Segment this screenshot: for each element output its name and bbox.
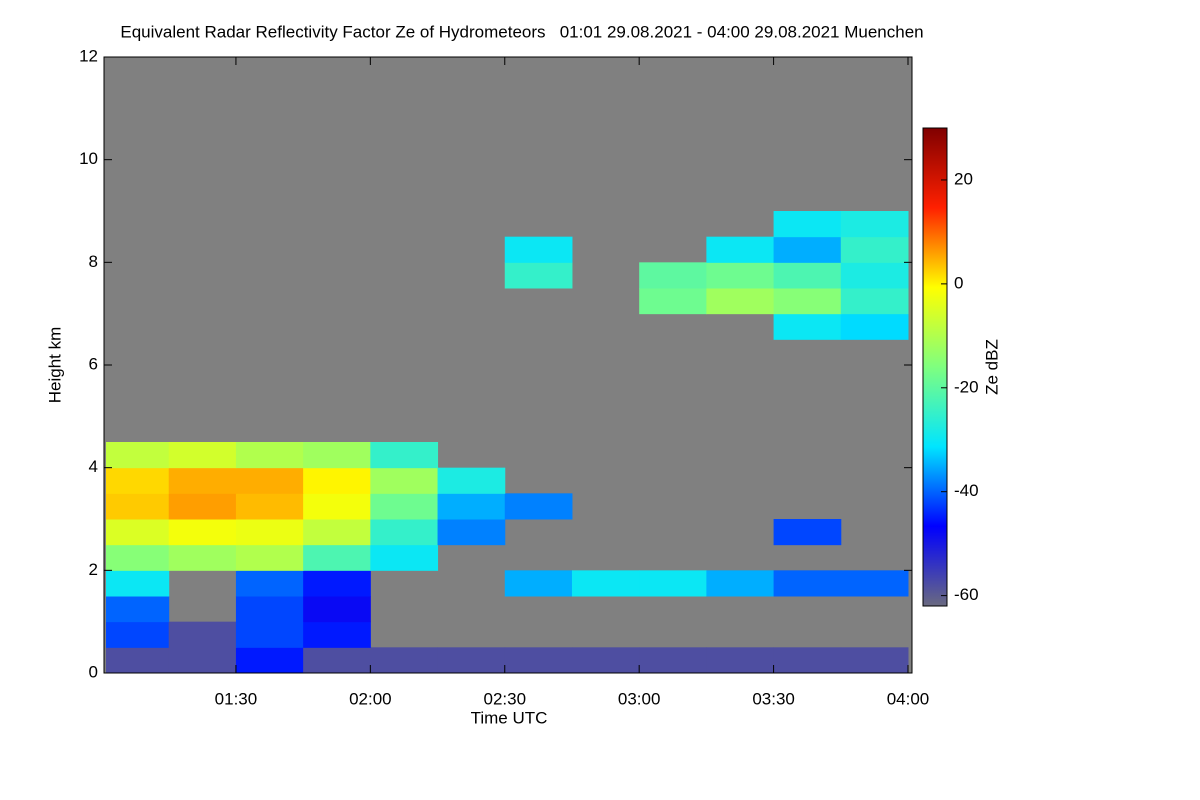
heat-cell [168, 544, 237, 571]
x-tick-label: 02:00 [349, 689, 392, 708]
heat-cell [437, 467, 506, 494]
heat-cell [106, 544, 170, 571]
x-tick-label: 03:30 [752, 689, 795, 708]
heat-cell [303, 570, 371, 597]
y-tick-label: 0 [89, 662, 98, 681]
heat-cell [106, 570, 170, 597]
heat-cell [303, 596, 371, 623]
heat-cell [168, 467, 237, 494]
heat-cell [106, 442, 170, 469]
heat-cell [370, 544, 439, 571]
colorbar-tick-label: -20 [954, 377, 979, 396]
colorbar-tick-label: 20 [954, 169, 973, 188]
x-tick-label: 01:30 [215, 689, 258, 708]
colorbar [922, 127, 948, 607]
heat-cell [840, 570, 909, 597]
y-tick-label: 4 [89, 457, 98, 476]
heat-cell [504, 236, 573, 263]
heat-cell [235, 544, 304, 571]
y-tick-label: 2 [89, 560, 98, 579]
heat-cell [571, 570, 640, 597]
heat-cell [106, 467, 170, 494]
heat-cell [106, 519, 170, 546]
heat-cell [303, 442, 371, 469]
heat-cell [235, 519, 304, 546]
heat-cell [437, 519, 506, 546]
heat-cell [504, 570, 573, 597]
colorbar-tick-label: 0 [954, 273, 963, 292]
colorbar-tick-label: -60 [954, 585, 979, 604]
heat-cell [840, 647, 909, 674]
heat-cell [235, 493, 304, 520]
x-tick-label: 04:00 [887, 689, 930, 708]
heat-cell [235, 442, 304, 469]
x-tick-label: 03:00 [618, 689, 661, 708]
heat-cell [370, 442, 439, 469]
y-tick-label: 6 [89, 354, 98, 373]
heat-cell [370, 519, 439, 546]
heat-cell [303, 544, 371, 571]
heat-cell [639, 288, 707, 315]
heat-cell [168, 493, 237, 520]
heat-cell [235, 467, 304, 494]
heat-cell [706, 570, 775, 597]
heat-cell [303, 621, 371, 648]
heat-cell [303, 519, 371, 546]
heat-cell [773, 313, 842, 340]
y-axis-title: Height km [45, 327, 64, 404]
heat-cell [504, 262, 573, 289]
x-tick-label: 02:30 [483, 689, 526, 708]
x-axis-title: Time UTC [471, 708, 548, 727]
y-tick-label: 10 [79, 149, 98, 168]
heat-cell [840, 262, 909, 289]
heat-cell [168, 647, 237, 674]
heat-cell [773, 570, 842, 597]
heat-cell [706, 236, 775, 263]
heat-cell [840, 211, 909, 238]
heat-cell [504, 493, 573, 520]
heat-cell [706, 262, 775, 289]
heat-cell [106, 621, 170, 648]
heat-cell [840, 313, 909, 340]
y-tick-label: 12 [79, 46, 98, 65]
heat-cell [303, 647, 371, 674]
heat-cell [370, 647, 439, 674]
heat-cell [773, 519, 842, 546]
heat-cell [303, 467, 371, 494]
heat-cell [168, 442, 237, 469]
heat-cell [571, 647, 640, 674]
heat-cell [773, 288, 842, 315]
heat-cell [235, 570, 304, 597]
y-tick-label: 8 [89, 252, 98, 271]
heat-cell [773, 211, 842, 238]
heat-cell [106, 596, 170, 623]
heat-cell [639, 647, 707, 674]
heat-cell [235, 596, 304, 623]
heat-cell [106, 647, 170, 674]
heat-cell [639, 262, 707, 289]
heat-cell [840, 236, 909, 263]
heat-cell [235, 621, 304, 648]
heat-cell [168, 621, 237, 648]
heat-cell [706, 647, 775, 674]
heat-cell [773, 262, 842, 289]
heat-cell [840, 288, 909, 315]
heat-cell [370, 467, 439, 494]
heat-cell [303, 493, 371, 520]
colorbar-title: Ze dBZ [982, 339, 1001, 395]
heat-cell [106, 493, 170, 520]
colorbar-tick-label: -40 [954, 481, 979, 500]
heat-cell [235, 647, 304, 674]
heat-cell [773, 647, 842, 674]
heat-cell [168, 519, 237, 546]
heat-cell [773, 236, 842, 263]
heat-cell [437, 647, 506, 674]
heat-cell [639, 570, 707, 597]
heat-cell [504, 647, 573, 674]
heat-cell [437, 493, 506, 520]
heat-cell [706, 288, 775, 315]
heat-cell [370, 493, 439, 520]
chart-title: Equivalent Radar Reflectivity Factor Ze … [120, 22, 923, 41]
